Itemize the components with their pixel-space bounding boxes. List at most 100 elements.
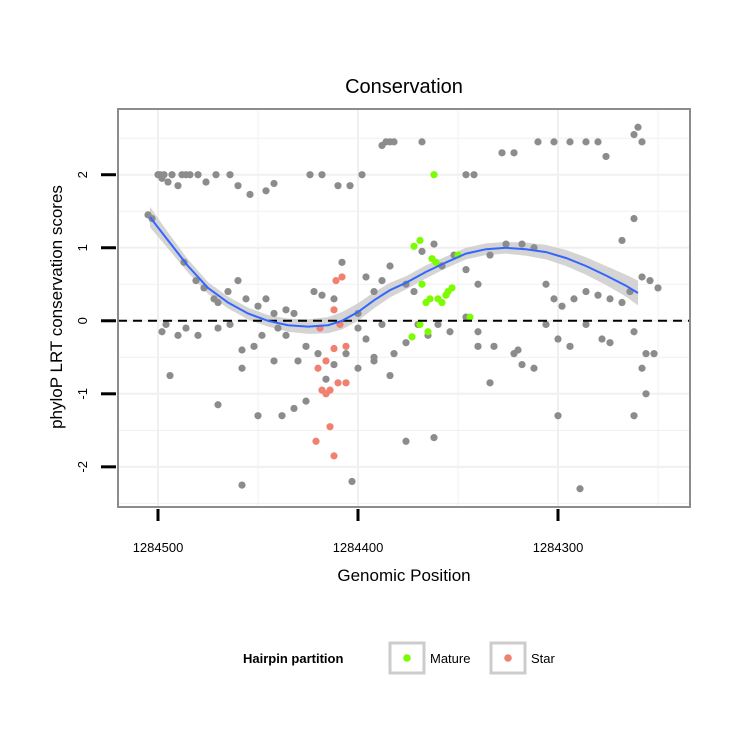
point-other: [270, 309, 278, 318]
point-other: [638, 273, 646, 281]
point-other: [234, 277, 242, 285]
point-other: [310, 287, 318, 296]
point-star: [342, 379, 350, 387]
point-other: [534, 138, 542, 146]
point-other: [342, 350, 350, 358]
legend-point-mature: [403, 654, 411, 662]
point-star: [312, 437, 320, 445]
point-other: [390, 138, 398, 146]
point-other: [224, 287, 232, 296]
x-axis-title: Genomic Position: [337, 566, 470, 585]
point-other: [242, 295, 250, 303]
point-other: [182, 324, 190, 332]
point-other: [474, 280, 482, 288]
point-other: [390, 350, 398, 358]
chart-title: Conservation: [345, 76, 463, 98]
point-other: [554, 412, 562, 420]
point-mature: [416, 236, 424, 245]
y-axis-title: phyloP LRT conservation scores: [47, 185, 66, 429]
legend-item-star: Star: [489, 641, 556, 675]
legend-label-star: Star: [531, 651, 556, 666]
point-other: [486, 379, 494, 387]
point-other: [386, 262, 394, 270]
point-mature: [448, 284, 456, 292]
point-mature: [432, 258, 440, 266]
point-other: [630, 328, 638, 336]
point-other: [302, 342, 310, 350]
point-other: [330, 295, 338, 303]
point-other: [348, 477, 356, 486]
point-other: [490, 342, 498, 350]
y-tick-label: 0: [75, 317, 90, 324]
point-other: [386, 371, 394, 380]
point-other: [174, 331, 182, 339]
point-mature: [424, 328, 432, 336]
point-other: [642, 390, 650, 398]
point-other: [618, 236, 626, 245]
point-mature: [426, 295, 434, 303]
point-other: [282, 306, 290, 314]
point-star: [322, 357, 330, 365]
point-other: [270, 357, 278, 365]
point-other: [474, 342, 482, 350]
point-other: [330, 360, 338, 369]
point-other: [246, 190, 254, 199]
point-other: [418, 138, 426, 146]
point-mature: [430, 171, 438, 179]
point-other: [192, 277, 200, 285]
point-mature: [418, 280, 426, 288]
point-other: [582, 320, 590, 329]
point-star: [314, 364, 322, 372]
point-star: [330, 344, 338, 353]
point-other: [474, 328, 482, 336]
point-other: [214, 298, 222, 307]
point-other: [434, 320, 442, 329]
point-other: [642, 350, 650, 358]
point-other: [630, 412, 638, 420]
point-other: [462, 266, 470, 274]
point-other: [144, 211, 152, 219]
point-other: [550, 295, 558, 303]
point-other: [238, 364, 246, 372]
point-other: [576, 485, 584, 493]
point-star: [342, 342, 350, 350]
point-other: [290, 309, 298, 318]
point-star: [332, 277, 340, 285]
points-layer: [144, 123, 662, 493]
point-other: [194, 331, 202, 339]
x-axis: 1284500 1284400 1284300 Genomic Position: [133, 509, 583, 585]
point-other: [554, 335, 562, 343]
point-other: [158, 328, 166, 336]
plot-border: [117, 108, 691, 508]
point-star: [330, 452, 338, 460]
point-other: [302, 397, 310, 405]
y-tick-label: -1: [75, 388, 90, 400]
point-other: [234, 182, 242, 190]
point-other: [566, 342, 574, 350]
point-other: [638, 138, 646, 146]
point-other: [650, 350, 658, 358]
point-other: [274, 324, 282, 332]
point-other: [502, 240, 510, 248]
point-other: [282, 331, 290, 339]
point-other: [186, 171, 194, 179]
point-other: [226, 171, 234, 179]
point-other: [518, 360, 526, 369]
point-other: [634, 123, 642, 131]
point-other: [410, 287, 418, 296]
point-other: [462, 171, 470, 179]
y-tick-label: 1: [75, 244, 90, 251]
point-other: [238, 346, 246, 354]
point-other: [498, 149, 506, 157]
point-other: [582, 287, 590, 296]
point-mature: [466, 313, 474, 321]
legend-item-mature: Mature: [388, 641, 470, 675]
point-other: [346, 182, 354, 190]
point-other: [168, 171, 176, 179]
point-other: [378, 320, 386, 329]
point-other: [582, 138, 590, 146]
point-mature: [408, 333, 416, 341]
point-other: [250, 342, 258, 350]
point-other: [318, 291, 326, 299]
